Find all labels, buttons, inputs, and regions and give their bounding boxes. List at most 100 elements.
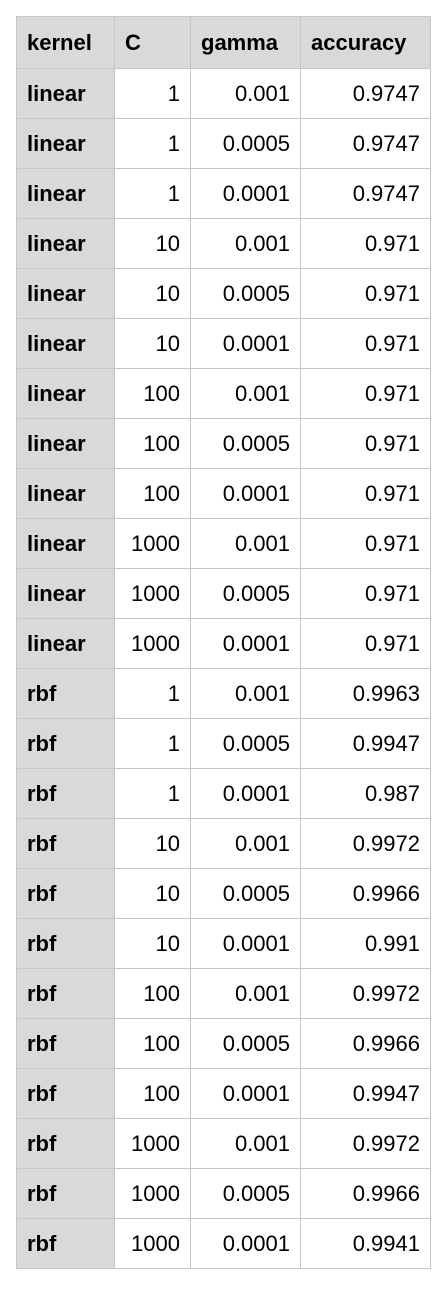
c-cell: 10 bbox=[114, 318, 191, 369]
accuracy-cell: 0.971 bbox=[300, 368, 431, 419]
table-row: linear 1 0.001 0.9747 bbox=[16, 68, 431, 119]
header-row: kernel C gamma accuracy bbox=[16, 16, 431, 69]
c-cell: 100 bbox=[114, 368, 191, 419]
kernel-cell: rbf bbox=[16, 768, 115, 819]
gamma-cell: 0.0005 bbox=[190, 1168, 301, 1219]
gamma-cell: 0.0005 bbox=[190, 568, 301, 619]
table-row: linear 100 0.0001 0.971 bbox=[16, 468, 431, 519]
gamma-cell: 0.001 bbox=[190, 68, 301, 119]
c-cell: 1000 bbox=[114, 1118, 191, 1169]
c-cell: 1 bbox=[114, 118, 191, 169]
gamma-cell: 0.001 bbox=[190, 368, 301, 419]
table-row: linear 10 0.001 0.971 bbox=[16, 218, 431, 269]
table-row: rbf 100 0.0001 0.9947 bbox=[16, 1068, 431, 1119]
gamma-cell: 0.0005 bbox=[190, 418, 301, 469]
accuracy-cell: 0.9947 bbox=[300, 1068, 431, 1119]
accuracy-cell: 0.971 bbox=[300, 268, 431, 319]
gamma-cell: 0.0001 bbox=[190, 618, 301, 669]
kernel-cell: rbf bbox=[16, 718, 115, 769]
gamma-cell: 0.001 bbox=[190, 218, 301, 269]
kernel-cell: rbf bbox=[16, 968, 115, 1019]
gamma-cell: 0.0005 bbox=[190, 1018, 301, 1069]
c-cell: 1 bbox=[114, 168, 191, 219]
accuracy-cell: 0.9966 bbox=[300, 1018, 431, 1069]
table-row: linear 1 0.0005 0.9747 bbox=[16, 118, 431, 169]
kernel-cell: linear bbox=[16, 618, 115, 669]
c-cell: 1 bbox=[114, 768, 191, 819]
table-row: linear 100 0.0005 0.971 bbox=[16, 418, 431, 469]
table-row: rbf 10 0.0001 0.991 bbox=[16, 918, 431, 969]
c-cell: 1 bbox=[114, 718, 191, 769]
c-cell: 1000 bbox=[114, 1218, 191, 1269]
table-header: kernel C gamma accuracy bbox=[16, 16, 431, 69]
accuracy-cell: 0.9972 bbox=[300, 968, 431, 1019]
column-header-kernel: kernel bbox=[16, 16, 115, 69]
c-cell: 100 bbox=[114, 1018, 191, 1069]
gamma-cell: 0.0001 bbox=[190, 918, 301, 969]
column-header-c: C bbox=[114, 16, 191, 69]
gamma-cell: 0.0005 bbox=[190, 268, 301, 319]
c-cell: 1000 bbox=[114, 518, 191, 569]
kernel-cell: rbf bbox=[16, 918, 115, 969]
accuracy-cell: 0.971 bbox=[300, 418, 431, 469]
table-body: linear 1 0.001 0.9747 linear 1 0.0005 0.9747 lin… bbox=[16, 68, 431, 1269]
c-cell: 100 bbox=[114, 418, 191, 469]
gamma-cell: 0.0005 bbox=[190, 868, 301, 919]
gamma-cell: 0.001 bbox=[190, 668, 301, 719]
table-row: rbf 1000 0.0001 0.9941 bbox=[16, 1218, 431, 1269]
c-cell: 1 bbox=[114, 668, 191, 719]
kernel-cell: linear bbox=[16, 268, 115, 319]
accuracy-cell: 0.971 bbox=[300, 468, 431, 519]
accuracy-cell: 0.971 bbox=[300, 518, 431, 569]
gamma-cell: 0.0001 bbox=[190, 768, 301, 819]
table-row: linear 10 0.0005 0.971 bbox=[16, 268, 431, 319]
accuracy-cell: 0.9972 bbox=[300, 1118, 431, 1169]
accuracy-cell: 0.971 bbox=[300, 618, 431, 669]
kernel-cell: linear bbox=[16, 518, 115, 569]
accuracy-cell: 0.9972 bbox=[300, 818, 431, 869]
gamma-cell: 0.0005 bbox=[190, 118, 301, 169]
c-cell: 10 bbox=[114, 868, 191, 919]
accuracy-cell: 0.971 bbox=[300, 218, 431, 269]
accuracy-cell: 0.971 bbox=[300, 568, 431, 619]
results-table-container: kernel C gamma accuracy linear 1 0.001 0.97… bbox=[16, 16, 431, 1269]
table-row: rbf 1 0.0001 0.987 bbox=[16, 768, 431, 819]
kernel-cell: linear bbox=[16, 118, 115, 169]
c-cell: 10 bbox=[114, 218, 191, 269]
accuracy-cell: 0.987 bbox=[300, 768, 431, 819]
table-row: rbf 1000 0.001 0.9972 bbox=[16, 1118, 431, 1169]
c-cell: 1000 bbox=[114, 1168, 191, 1219]
kernel-cell: linear bbox=[16, 468, 115, 519]
gamma-cell: 0.0005 bbox=[190, 718, 301, 769]
c-cell: 100 bbox=[114, 1068, 191, 1119]
table-row: linear 10 0.0001 0.971 bbox=[16, 318, 431, 369]
table-row: rbf 10 0.0005 0.9966 bbox=[16, 868, 431, 919]
column-header-gamma: gamma bbox=[190, 16, 301, 69]
table-row: linear 1000 0.0005 0.971 bbox=[16, 568, 431, 619]
c-cell: 1 bbox=[114, 68, 191, 119]
table-row: linear 1 0.0001 0.9747 bbox=[16, 168, 431, 219]
accuracy-cell: 0.991 bbox=[300, 918, 431, 969]
accuracy-cell: 0.9963 bbox=[300, 668, 431, 719]
table-row: rbf 1 0.001 0.9963 bbox=[16, 668, 431, 719]
c-cell: 10 bbox=[114, 268, 191, 319]
c-cell: 1000 bbox=[114, 618, 191, 669]
c-cell: 10 bbox=[114, 918, 191, 969]
c-cell: 100 bbox=[114, 968, 191, 1019]
gamma-cell: 0.0001 bbox=[190, 1218, 301, 1269]
kernel-cell: rbf bbox=[16, 1218, 115, 1269]
kernel-cell: rbf bbox=[16, 818, 115, 869]
accuracy-cell: 0.9747 bbox=[300, 118, 431, 169]
gamma-cell: 0.001 bbox=[190, 518, 301, 569]
kernel-cell: linear bbox=[16, 568, 115, 619]
gamma-cell: 0.001 bbox=[190, 818, 301, 869]
gamma-cell: 0.0001 bbox=[190, 318, 301, 369]
table-row: rbf 100 0.001 0.9972 bbox=[16, 968, 431, 1019]
accuracy-cell: 0.9966 bbox=[300, 1168, 431, 1219]
table-row: linear 1000 0.0001 0.971 bbox=[16, 618, 431, 669]
c-cell: 10 bbox=[114, 818, 191, 869]
table-row: linear 1000 0.001 0.971 bbox=[16, 518, 431, 569]
table-row: rbf 10 0.001 0.9972 bbox=[16, 818, 431, 869]
c-cell: 100 bbox=[114, 468, 191, 519]
kernel-cell: linear bbox=[16, 218, 115, 269]
